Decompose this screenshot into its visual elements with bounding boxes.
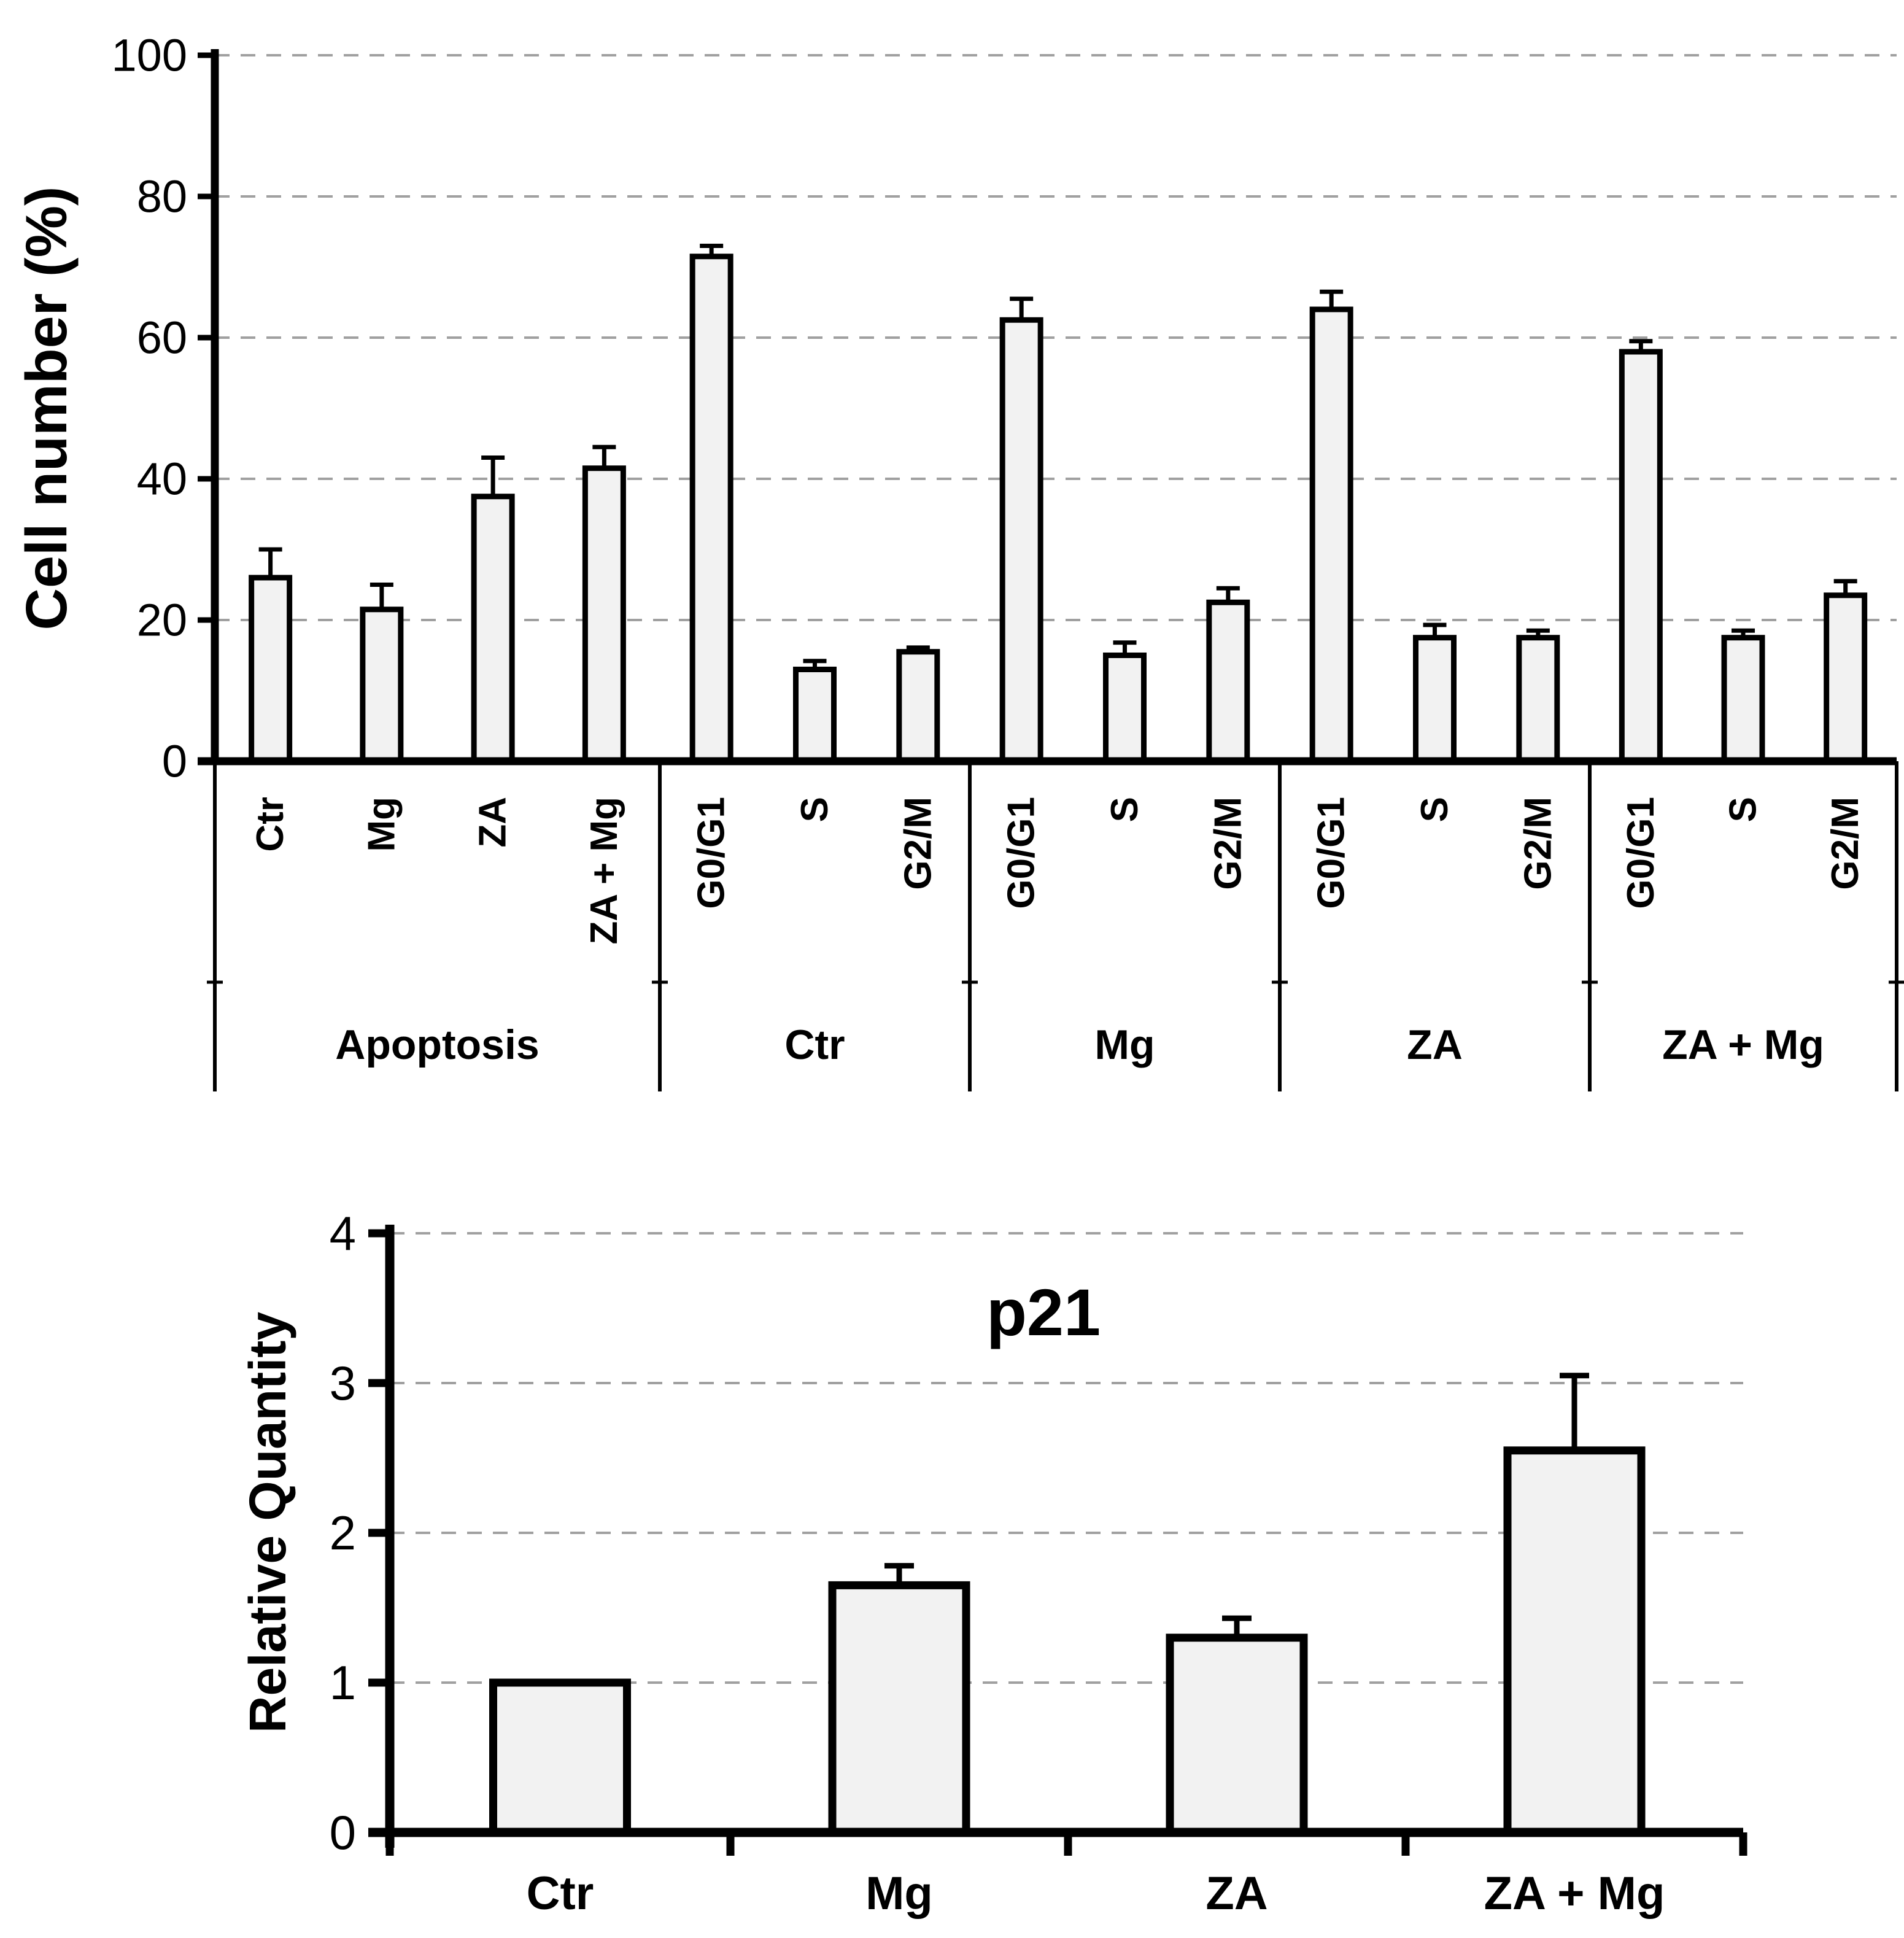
y-tick-label: 4 <box>330 1206 356 1260</box>
y-tick-label: 80 <box>137 171 187 222</box>
x-category-label: Ctr <box>527 1867 594 1920</box>
bar <box>249 575 293 764</box>
bar-label: G0/G1 <box>1620 797 1662 909</box>
bar <box>1309 306 1353 764</box>
y-axis-title: Relative Quantity <box>239 1312 296 1733</box>
bar-label: Ctr <box>249 797 292 852</box>
group-label: Apoptosis <box>335 1021 539 1068</box>
bar <box>489 1678 631 1837</box>
bar-label: G2/M <box>1824 797 1867 890</box>
bar-label: Mg <box>360 797 403 852</box>
bar <box>471 494 515 764</box>
cell-number-chart: Ctr Mg ZA ZA + Mg Apoptosis G0/G1 S G2/M Ctr G0/G… <box>14 30 1904 1091</box>
bar <box>1721 635 1765 764</box>
cell-number-chart-svg: Ctr Mg ZA ZA + Mg Apoptosis G0/G1 S G2/M Ctr G0/G… <box>14 30 1904 1091</box>
group-label: ZA + Mg <box>1662 1021 1824 1068</box>
bar-label: G0/G1 <box>1000 797 1043 909</box>
p21-chart: Ctr Mg ZA ZA + Mg 0 1 2 3 4 p21 Relative Quantity <box>0 1148 1904 1938</box>
y-tick-label: 40 <box>137 454 187 505</box>
bar-label: S <box>794 797 836 822</box>
y-tick-label: 0 <box>162 736 187 787</box>
bar <box>896 649 940 764</box>
group-label: Ctr <box>784 1021 845 1068</box>
group-label: ZA <box>1407 1021 1463 1068</box>
bar <box>1824 592 1868 764</box>
bar <box>1103 653 1147 764</box>
x-category-label: Mg <box>865 1867 933 1920</box>
bar <box>1619 349 1663 764</box>
bar <box>1166 1634 1308 1837</box>
y-tick-label: 60 <box>137 312 187 363</box>
bar <box>999 317 1043 764</box>
y-tick-label: 3 <box>330 1356 356 1410</box>
y-tick-label: 1 <box>330 1656 356 1710</box>
bar <box>793 667 837 764</box>
bar <box>582 465 626 764</box>
bar-label: S <box>1722 797 1765 822</box>
bar-label: S <box>1414 797 1456 822</box>
p21-chart-svg: Ctr Mg ZA ZA + Mg 0 1 2 3 4 p21 Relative Quantity <box>239 1206 1747 1920</box>
chart-title: p21 <box>986 1275 1101 1349</box>
bar-label: G2/M <box>897 797 939 890</box>
bar-label: ZA <box>472 797 514 848</box>
group-label: Mg <box>1094 1021 1155 1068</box>
bar-label: G0/G1 <box>1310 797 1353 909</box>
bar <box>1516 635 1560 764</box>
bar <box>1503 1446 1646 1837</box>
y-tick-label: 100 <box>112 30 187 81</box>
bar <box>360 607 404 764</box>
bar-label: ZA + Mg <box>583 797 625 945</box>
bar-label: G0/G1 <box>691 797 733 909</box>
bar-label: G2/M <box>1517 797 1559 890</box>
x-category-label: ZA <box>1205 1867 1267 1920</box>
bar <box>1206 599 1250 764</box>
bar <box>1413 635 1457 764</box>
y-axis-title: Cell number (%) <box>14 186 79 630</box>
y-tick-label: 2 <box>330 1506 356 1560</box>
bar-label: S <box>1104 797 1146 822</box>
bar-label: G2/M <box>1207 797 1249 890</box>
bar <box>828 1581 970 1837</box>
y-tick-label: 20 <box>137 595 187 646</box>
bar <box>689 254 733 764</box>
y-tick-label: 0 <box>330 1805 356 1859</box>
x-category-label: ZA + Mg <box>1484 1867 1665 1920</box>
